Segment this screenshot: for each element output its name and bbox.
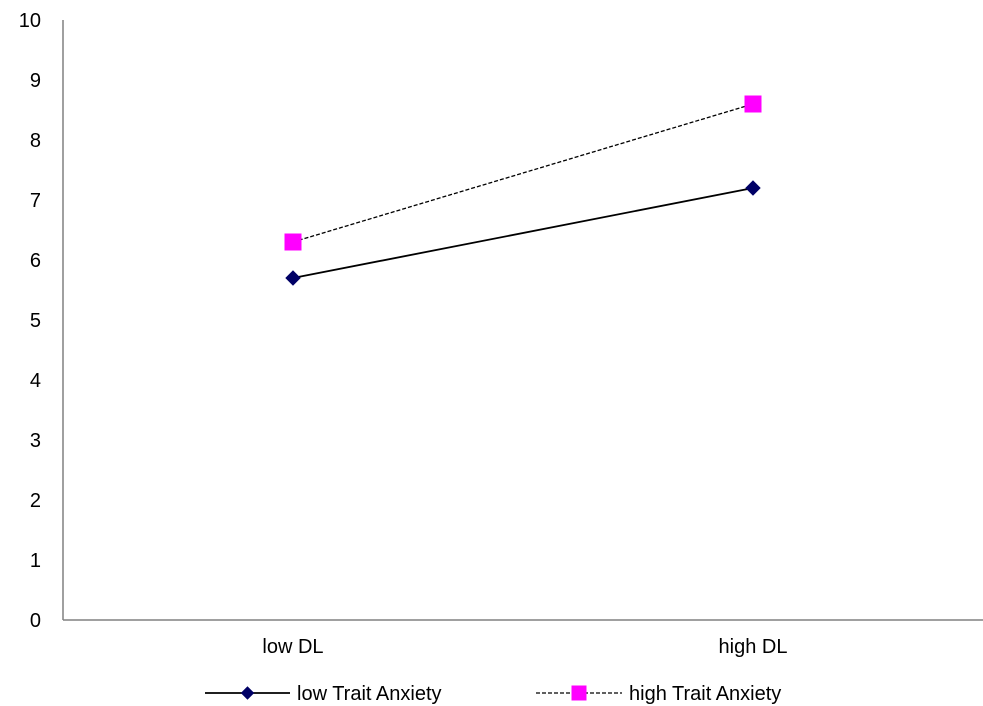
y-tick-label: 9 (30, 70, 41, 92)
x-tick-labels: low DL high DL (262, 636, 787, 658)
y-tick-label: 3 (30, 430, 41, 452)
legend-marker (240, 686, 255, 700)
y-tick-label: 2 (30, 490, 41, 512)
series-line (292, 103, 754, 243)
series-low-trait-anxiety (285, 180, 761, 286)
legend-label: high Trait Anxiety (629, 683, 781, 705)
y-tick-label: 7 (30, 190, 41, 212)
x-tick-label: low DL (262, 636, 323, 658)
y-tick-label: 5 (30, 310, 41, 332)
data-point (284, 233, 302, 251)
x-tick-label: high DL (719, 636, 788, 658)
legend-item: low Trait Anxiety (205, 683, 442, 705)
y-tick-label: 6 (30, 250, 41, 272)
legend: low Trait Anxiety high Trait Anxiety (205, 683, 781, 705)
y-tick-labels: 0 1 2 3 4 5 6 7 8 9 10 (19, 10, 41, 632)
y-tick-label: 1 (30, 550, 41, 572)
data-point (745, 180, 761, 196)
data-point (285, 270, 301, 286)
legend-marker (571, 685, 587, 701)
series-line (292, 187, 754, 279)
legend-item: high Trait Anxiety (536, 683, 781, 705)
axes (62, 20, 983, 621)
series-layer (284, 95, 762, 286)
y-tick-label: 8 (30, 130, 41, 152)
series-high-trait-anxiety (284, 95, 762, 251)
y-tick-label: 0 (30, 610, 41, 632)
y-tick-label: 10 (19, 10, 41, 32)
y-tick-label: 4 (30, 370, 41, 392)
data-point (744, 95, 762, 113)
legend-label: low Trait Anxiety (297, 683, 442, 705)
